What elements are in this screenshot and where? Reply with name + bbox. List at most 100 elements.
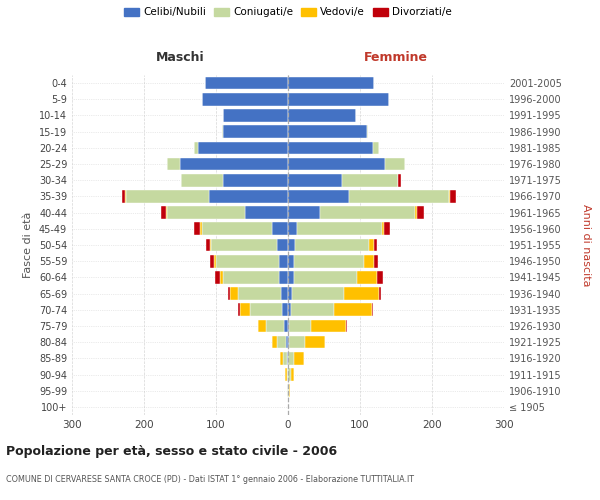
Bar <box>258 320 266 332</box>
Bar <box>202 222 272 235</box>
Bar <box>198 142 288 154</box>
Text: Femmine: Femmine <box>364 50 428 64</box>
Bar <box>125 190 126 202</box>
Bar <box>450 190 456 202</box>
Bar <box>377 271 383 283</box>
Bar <box>216 255 280 268</box>
Bar <box>382 222 385 235</box>
Bar <box>286 336 288 348</box>
Bar <box>342 174 398 186</box>
Bar <box>295 238 368 252</box>
Bar <box>223 126 288 138</box>
Bar <box>367 126 368 138</box>
Bar <box>373 142 379 154</box>
Bar <box>240 304 250 316</box>
Bar <box>288 126 367 138</box>
Bar <box>223 109 288 122</box>
Bar <box>385 158 406 170</box>
Bar <box>371 304 373 316</box>
Bar <box>223 271 280 283</box>
Bar <box>379 288 381 300</box>
Bar <box>344 288 379 300</box>
Bar <box>161 206 166 219</box>
Text: Maschi: Maschi <box>155 50 205 64</box>
Bar <box>230 288 238 300</box>
Bar <box>181 174 223 186</box>
Bar <box>284 320 288 332</box>
Bar <box>417 206 424 219</box>
Bar <box>288 109 356 122</box>
Bar <box>305 336 325 348</box>
Bar <box>223 174 288 186</box>
Bar <box>288 93 389 106</box>
Bar <box>280 255 288 268</box>
Bar <box>346 320 347 332</box>
Bar <box>287 384 288 397</box>
Bar <box>288 77 374 90</box>
Bar <box>289 336 305 348</box>
Bar <box>245 206 288 219</box>
Bar <box>282 304 288 316</box>
Bar <box>292 288 344 300</box>
Bar <box>228 288 230 300</box>
Bar <box>288 384 289 397</box>
Bar <box>281 288 288 300</box>
Bar <box>166 206 167 219</box>
Bar <box>194 142 198 154</box>
Bar <box>122 190 125 202</box>
Bar <box>211 238 277 252</box>
Bar <box>180 158 288 170</box>
Bar <box>288 271 294 283</box>
Text: COMUNE DI CERVARESE SANTA CROCE (PD) - Dati ISTAT 1° gennaio 2006 - Elaborazione: COMUNE DI CERVARESE SANTA CROCE (PD) - D… <box>6 475 414 484</box>
Text: Popolazione per età, sesso e stato civile - 2006: Popolazione per età, sesso e stato civil… <box>6 445 337 458</box>
Bar <box>294 271 357 283</box>
Bar <box>415 206 417 219</box>
Bar <box>288 288 292 300</box>
Bar <box>205 77 288 90</box>
Bar <box>277 336 286 348</box>
Bar <box>288 190 349 202</box>
Bar <box>209 238 211 252</box>
Bar <box>266 320 284 332</box>
Bar <box>272 222 288 235</box>
Bar <box>291 304 334 316</box>
Bar <box>288 320 289 332</box>
Bar <box>288 142 373 154</box>
Bar <box>291 368 295 381</box>
Bar <box>200 222 202 235</box>
Bar <box>287 368 288 381</box>
Bar <box>385 222 390 235</box>
Bar <box>287 352 288 364</box>
Bar <box>210 255 214 268</box>
Bar <box>288 368 291 381</box>
Bar <box>364 255 374 268</box>
Bar <box>320 206 415 219</box>
Y-axis label: Fasce di età: Fasce di età <box>23 212 33 278</box>
Bar <box>280 271 288 283</box>
Bar <box>238 288 281 300</box>
Bar <box>349 190 449 202</box>
Bar <box>280 352 283 364</box>
Bar <box>368 238 374 252</box>
Bar <box>334 304 371 316</box>
Y-axis label: Anni di nascita: Anni di nascita <box>581 204 591 286</box>
Bar <box>289 384 290 397</box>
Bar <box>167 158 180 170</box>
Bar <box>214 255 216 268</box>
Bar <box>220 271 223 283</box>
Bar <box>283 352 287 364</box>
Bar <box>215 271 220 283</box>
Bar <box>311 320 346 332</box>
Bar <box>194 222 200 235</box>
Bar <box>288 206 320 219</box>
Bar <box>167 206 245 219</box>
Bar <box>288 238 295 252</box>
Bar <box>288 304 291 316</box>
Bar <box>449 190 450 202</box>
Bar <box>250 304 282 316</box>
Legend: Celibi/Nubili, Coniugati/e, Vedovi/e, Divorziati/e: Celibi/Nubili, Coniugati/e, Vedovi/e, Di… <box>122 6 454 20</box>
Bar <box>202 93 288 106</box>
Bar <box>126 190 209 202</box>
Bar <box>272 336 277 348</box>
Bar <box>238 304 240 316</box>
